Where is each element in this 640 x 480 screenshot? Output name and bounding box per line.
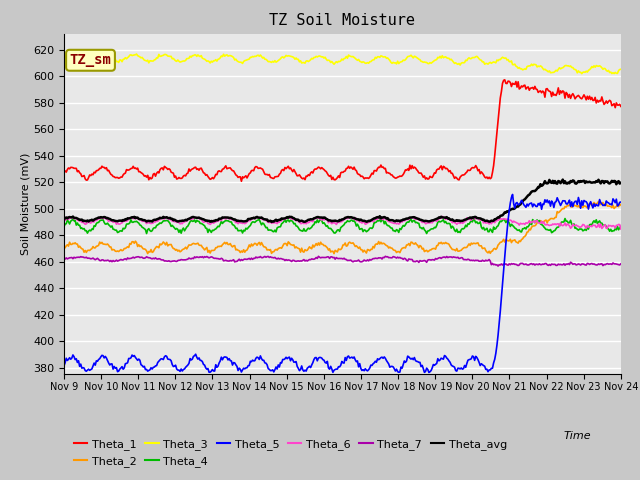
Theta_1 xyxy=(326,173,333,179)
Theta_2 xyxy=(60,245,68,251)
Theta_3 xyxy=(60,55,68,61)
Theta_7 xyxy=(362,258,369,264)
Theta_4 xyxy=(617,224,625,229)
Theta_4 xyxy=(60,224,68,229)
Theta_6 xyxy=(605,222,612,228)
Line: Theta_avg: Theta_avg xyxy=(64,180,621,222)
Line: Theta_4: Theta_4 xyxy=(64,218,621,233)
Line: Theta_5: Theta_5 xyxy=(64,194,621,372)
Theta_3 xyxy=(393,61,401,67)
Theta_4 xyxy=(606,228,614,234)
Theta_1 xyxy=(501,77,509,83)
Theta_4 xyxy=(561,216,569,221)
Theta_5 xyxy=(425,370,433,375)
Theta_7 xyxy=(393,255,401,261)
Theta_6 xyxy=(518,221,525,227)
Theta_1 xyxy=(237,179,245,184)
Theta_7 xyxy=(519,261,527,266)
Line: Theta_6: Theta_6 xyxy=(64,216,621,229)
Theta_3 xyxy=(606,70,614,75)
Theta_2 xyxy=(328,248,335,254)
Theta_3 xyxy=(362,60,370,66)
Theta_avg xyxy=(617,180,625,186)
Theta_1 xyxy=(393,175,401,181)
Theta_5 xyxy=(606,201,614,207)
Theta_6 xyxy=(438,214,446,219)
Theta_5 xyxy=(328,366,335,372)
Theta_avg xyxy=(393,217,401,223)
Theta_1 xyxy=(606,97,614,103)
Theta_avg xyxy=(329,218,337,224)
Theta_5 xyxy=(362,366,369,372)
Line: Theta_3: Theta_3 xyxy=(64,54,621,73)
Line: Theta_1: Theta_1 xyxy=(64,80,621,181)
Theta_4 xyxy=(143,230,150,236)
Theta_5 xyxy=(392,368,399,374)
Theta_avg xyxy=(362,219,370,225)
Theta_7 xyxy=(494,263,502,269)
Theta_2 xyxy=(606,203,614,209)
Theta_7 xyxy=(324,254,332,260)
Theta_1 xyxy=(617,104,625,109)
Theta_7 xyxy=(617,261,625,267)
Theta_avg xyxy=(559,177,566,182)
Theta_2 xyxy=(393,250,401,255)
Text: TZ_sm: TZ_sm xyxy=(70,53,111,67)
Theta_6 xyxy=(362,221,369,227)
Theta_avg xyxy=(606,180,614,186)
Theta_3 xyxy=(329,60,337,66)
Theta_7 xyxy=(381,253,389,259)
Theta_6 xyxy=(324,220,332,226)
Line: Theta_7: Theta_7 xyxy=(64,256,621,266)
Theta_1 xyxy=(362,175,370,181)
Theta_4 xyxy=(329,228,337,234)
Theta_4 xyxy=(326,226,333,231)
Text: Time: Time xyxy=(563,431,591,441)
Theta_1 xyxy=(329,174,337,180)
Title: TZ Soil Moisture: TZ Soil Moisture xyxy=(269,13,415,28)
Theta_2 xyxy=(595,199,602,204)
Theta_3 xyxy=(617,66,625,72)
Theta_1 xyxy=(519,84,527,90)
Theta_5 xyxy=(60,363,68,369)
Theta_4 xyxy=(518,229,525,235)
Theta_6 xyxy=(60,217,68,223)
Theta_2 xyxy=(518,237,525,242)
Theta_avg xyxy=(268,219,275,225)
Theta_6 xyxy=(328,221,335,227)
Theta_4 xyxy=(362,229,370,235)
Theta_2 xyxy=(330,251,338,256)
Theta_6 xyxy=(392,220,399,226)
Theta_3 xyxy=(518,66,525,72)
Theta_5 xyxy=(509,192,516,197)
Theta_3 xyxy=(578,71,586,76)
Line: Theta_2: Theta_2 xyxy=(64,202,621,253)
Theta_2 xyxy=(324,247,332,253)
Theta_avg xyxy=(518,200,525,205)
Theta_5 xyxy=(617,199,625,205)
Theta_3 xyxy=(326,58,333,63)
Legend: Theta_1, Theta_2, Theta_3, Theta_4, Theta_5, Theta_6, Theta_7, Theta_avg: Theta_1, Theta_2, Theta_3, Theta_4, Thet… xyxy=(70,435,511,471)
Theta_7 xyxy=(606,261,614,267)
Theta_4 xyxy=(393,227,401,232)
Theta_2 xyxy=(362,250,370,256)
Theta_1 xyxy=(60,168,68,174)
Theta_avg xyxy=(60,216,68,222)
Theta_5 xyxy=(519,199,527,205)
Theta_7 xyxy=(328,254,335,260)
Y-axis label: Soil Moisture (mV): Soil Moisture (mV) xyxy=(20,153,30,255)
Theta_2 xyxy=(617,202,625,208)
Theta_5 xyxy=(324,365,332,371)
Theta_7 xyxy=(60,256,68,262)
Theta_6 xyxy=(617,226,625,232)
Theta_avg xyxy=(326,217,333,223)
Theta_3 xyxy=(69,51,77,57)
